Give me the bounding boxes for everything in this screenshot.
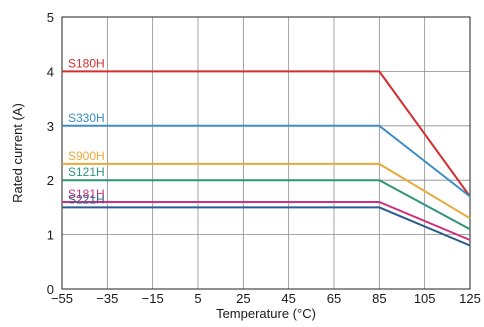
y-tick-label: 3 — [47, 119, 54, 134]
x-tick-label: 65 — [327, 291, 341, 306]
y-axis-label: Rated current (A) — [10, 103, 25, 203]
x-tick-label: 25 — [236, 291, 250, 306]
x-tick-label: 85 — [372, 291, 386, 306]
plot-frame — [61, 16, 471, 290]
series-line-s180h — [62, 70, 471, 198]
series-line-s181h — [62, 201, 471, 241]
x-tick-label: 125 — [459, 291, 481, 306]
series-label-s221h: S221H — [68, 192, 105, 206]
x-tick-label: 5 — [194, 291, 201, 306]
series-line-s221h — [62, 206, 471, 247]
x-tick-label: 105 — [414, 291, 436, 306]
y-tick-label: 4 — [47, 64, 54, 79]
x-tick-labels: −55 −35 −15 5 25 45 65 85 105 125 — [51, 291, 481, 306]
series-label-s900h: S900H — [68, 149, 105, 163]
y-tick-label: 2 — [47, 173, 54, 188]
grid — [62, 17, 470, 289]
y-tick-label: 1 — [47, 228, 54, 243]
series-lines — [62, 70, 471, 247]
y-tick-label: 0 — [47, 282, 54, 297]
series-line-s121h — [62, 179, 471, 231]
series-label-s180h: S180H — [68, 56, 105, 70]
y-tick-label: 5 — [47, 10, 54, 25]
x-tick-label: −35 — [96, 291, 118, 306]
x-axis-label: Temperature (°C) — [216, 306, 316, 321]
x-tick-label: 45 — [281, 291, 295, 306]
series-label-s121h: S121H — [68, 165, 105, 179]
y-tick-labels: 0 1 2 3 4 5 — [47, 10, 54, 297]
series-label-s330h: S330H — [68, 111, 105, 125]
x-tick-label: −55 — [51, 291, 73, 306]
x-tick-label: −15 — [142, 291, 164, 306]
series-line-s330h — [62, 124, 471, 198]
series-label-s181h: S181H — [68, 187, 105, 201]
series-line-s900h — [62, 162, 471, 220]
